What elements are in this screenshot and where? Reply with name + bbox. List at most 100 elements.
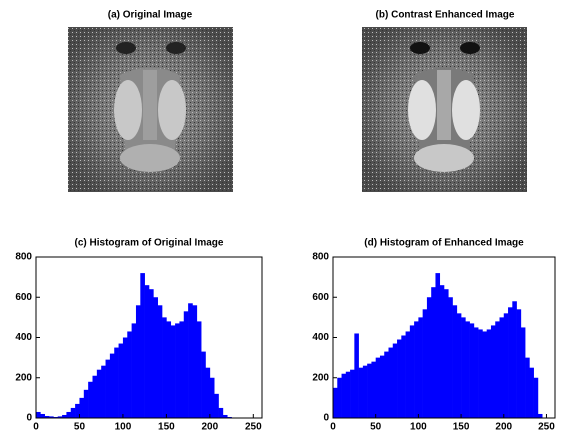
histogram-bar <box>414 321 419 418</box>
x-tick-label: 150 <box>158 422 175 433</box>
y-tick-label: 200 <box>312 372 329 383</box>
histogram-bar <box>482 331 487 418</box>
histogram-bar <box>222 414 228 418</box>
histogram-bar <box>122 337 128 418</box>
histogram-bar <box>350 369 355 418</box>
histogram-bar <box>371 361 376 418</box>
histogram-bar <box>118 343 124 418</box>
histogram-bar <box>490 325 496 418</box>
histogram-bar <box>345 371 351 418</box>
histogram-bar <box>105 359 111 418</box>
histogram-bar <box>140 273 145 418</box>
image-title: (b) Contrast Enhanced Image <box>376 10 515 21</box>
enhanced-image <box>362 27 527 192</box>
histogram-bar <box>397 339 402 418</box>
histogram-bar <box>499 317 505 418</box>
histogram-bar <box>153 297 158 418</box>
histogram-bar <box>388 347 394 418</box>
histogram-bar <box>469 323 475 418</box>
x-tick-label: 250 <box>538 422 555 433</box>
histogram-bar <box>367 363 372 418</box>
histogram-bar <box>96 369 102 418</box>
histogram-bar <box>192 305 198 418</box>
histogram-bar <box>227 416 232 418</box>
histogram-bar <box>175 323 180 418</box>
x-tick-label: 0 <box>33 422 39 433</box>
histogram-bar <box>83 389 89 418</box>
x-tick-label: 200 <box>202 422 219 433</box>
x-tick-label: 150 <box>453 422 470 433</box>
histogram-bar <box>452 305 458 418</box>
histogram-bar <box>49 416 54 418</box>
histogram-bar <box>44 415 50 418</box>
histogram-bar <box>503 313 509 418</box>
x-tick-label: 250 <box>245 422 262 433</box>
histogram-bar <box>40 413 45 418</box>
histogram-bar <box>431 287 436 418</box>
histogram-bar <box>418 317 423 418</box>
histogram-bar <box>448 297 453 418</box>
histogram-bar <box>486 329 492 418</box>
histogram-bar <box>337 377 342 418</box>
histogram-bar <box>109 353 115 418</box>
histogram-bar <box>512 301 517 418</box>
chart-title: (d) Histogram of Enhanced Image <box>364 238 524 249</box>
histogram-bar <box>426 297 432 418</box>
histogram-bar <box>375 357 381 418</box>
x-tick-label: 100 <box>410 422 427 433</box>
histogram-bar <box>354 333 359 418</box>
histogram-bar <box>444 289 449 418</box>
histogram-bar <box>114 347 119 418</box>
x-tick-label: 50 <box>74 422 86 433</box>
histogram-bar <box>508 307 513 418</box>
histogram-bar <box>495 321 500 418</box>
y-tick-label: 400 <box>312 332 329 343</box>
histogram-bar <box>92 375 98 418</box>
histogram-bar <box>333 387 338 418</box>
y-tick-label: 800 <box>312 252 329 263</box>
histogram-bar <box>157 305 163 418</box>
histogram-bar <box>439 285 445 418</box>
original-image <box>68 27 233 192</box>
histogram-bar <box>201 351 206 418</box>
histogram-bar <box>525 357 530 418</box>
histogram-bar <box>70 407 76 418</box>
histogram-bar <box>166 321 172 418</box>
histogram-bar <box>456 313 462 418</box>
histogram-bar <box>162 317 167 418</box>
histogram-bar <box>392 343 398 418</box>
histogram-bar <box>473 327 479 418</box>
histogram-bar <box>516 309 522 418</box>
y-tick-label: 400 <box>15 332 32 343</box>
histogram-bar <box>435 273 441 418</box>
histogram-bar <box>127 331 132 418</box>
histogram-bar <box>478 329 483 418</box>
histogram-bar <box>131 323 137 418</box>
histogram-bar <box>537 413 543 418</box>
y-tick-label: 0 <box>26 413 32 424</box>
histogram-bar <box>405 331 411 418</box>
histogram-bar <box>209 377 215 418</box>
histogram-bar <box>149 289 154 418</box>
chart-title: (c) Histogram of Original Image <box>75 238 224 249</box>
histogram-bar <box>170 325 176 418</box>
histogram-bar <box>196 321 202 418</box>
histogram-bar <box>520 327 526 418</box>
histogram-bar <box>461 317 466 418</box>
histogram-bar <box>409 325 415 418</box>
histogram-bar <box>179 321 185 418</box>
y-tick-label: 600 <box>15 292 32 303</box>
x-tick-label: 0 <box>330 422 336 433</box>
histogram-bar <box>66 411 72 418</box>
histogram-bar <box>465 321 470 418</box>
histogram-bar <box>188 303 193 418</box>
histogram-bar <box>135 305 141 418</box>
histogram-bar <box>75 403 80 418</box>
y-tick-label: 800 <box>15 252 32 263</box>
histogram-bar <box>79 397 85 418</box>
y-tick-label: 600 <box>312 292 329 303</box>
x-tick-label: 50 <box>370 422 382 433</box>
histogram-bar <box>384 351 389 418</box>
